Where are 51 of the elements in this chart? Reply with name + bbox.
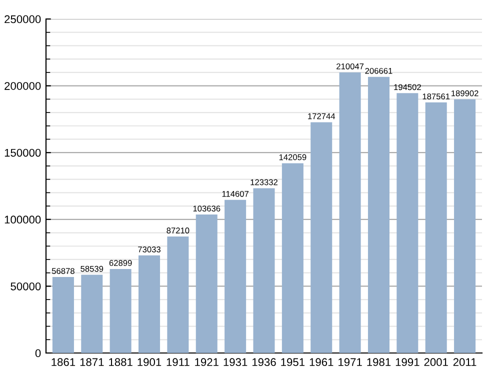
y-tick-label: 50000: [10, 282, 41, 290]
bar: [425, 102, 447, 353]
x-tick-label: 1881: [109, 358, 132, 366]
data-label: 187561: [422, 93, 450, 100]
data-label: 73033: [138, 246, 160, 252]
bar: [253, 188, 275, 353]
y-tick-label: 150000: [4, 148, 41, 157]
bar: [52, 277, 74, 353]
data-label: 194502: [394, 84, 421, 90]
data-label: 123332: [250, 179, 278, 186]
data-label: 103636: [193, 206, 220, 212]
x-tick-label: 1861: [52, 358, 76, 366]
bar: [138, 255, 160, 353]
x-tick-label: 1951: [281, 358, 304, 366]
x-tick-label: 1936: [252, 358, 276, 366]
x-tick-label: 2011: [453, 358, 476, 366]
data-label: 58539: [80, 266, 104, 272]
x-tick-label: 1901: [138, 358, 162, 366]
data-label: 189902: [452, 90, 478, 96]
data-label: 62899: [109, 260, 132, 266]
bar: [396, 93, 418, 353]
bar: [224, 200, 246, 353]
x-tick-label: 1871: [80, 358, 104, 366]
bar: [81, 274, 103, 353]
x-tick-label: 1921: [195, 358, 218, 366]
bar: [339, 72, 361, 353]
x-tick-label: 1911: [166, 358, 190, 366]
x-tick-label: 2001: [424, 358, 448, 366]
bar: [454, 99, 476, 353]
data-label: 87210: [166, 228, 190, 234]
x-tick-label: 1981: [367, 358, 391, 366]
data-label: 114607: [222, 190, 248, 197]
bar: [167, 236, 189, 353]
x-tick-label: 1961: [310, 358, 334, 366]
y-tick-label: 0: [35, 349, 41, 358]
data-label: 172744: [308, 113, 336, 120]
bar: [196, 214, 218, 353]
data-label: 56878: [52, 268, 74, 274]
bar: [368, 76, 390, 353]
bar: [282, 163, 304, 353]
data-label: 210047: [336, 63, 364, 70]
y-tick-label: 250000: [4, 15, 41, 24]
data-label: 206661: [365, 68, 392, 74]
bar: [310, 122, 332, 353]
data-label: 142059: [279, 154, 306, 160]
x-tick-label: 1991: [396, 358, 420, 366]
y-tick-label: 100000: [4, 216, 41, 224]
bar: [110, 268, 132, 353]
x-tick-label: 1971: [338, 358, 362, 366]
x-tick-label: 1931: [224, 358, 248, 366]
y-tick-label: 200000: [4, 82, 41, 90]
